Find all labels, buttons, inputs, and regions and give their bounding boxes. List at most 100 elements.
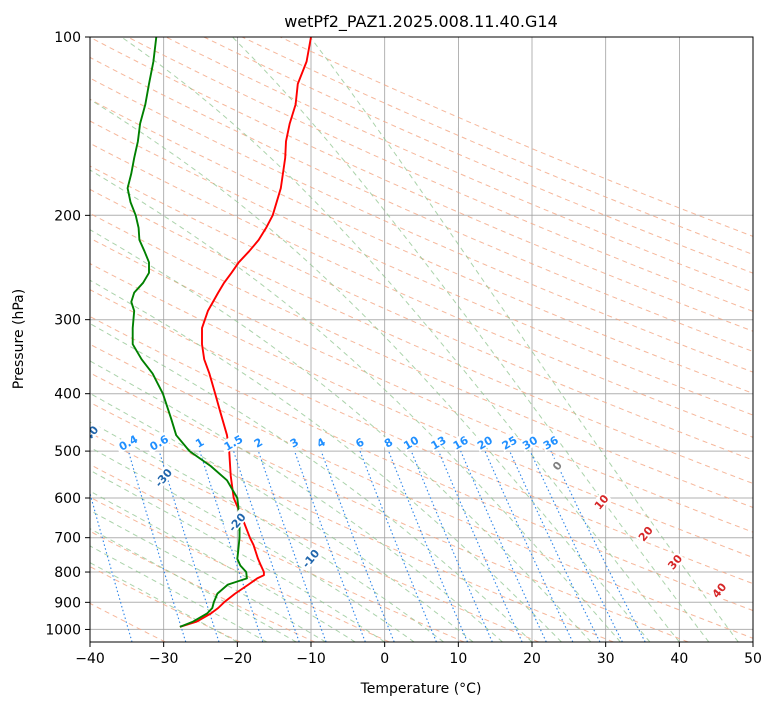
mixing-ratio-label-2-bg	[114, 430, 142, 454]
moist-adiabat-36	[90, 98, 651, 642]
dry-adiabat-310	[90, 372, 689, 642]
moist-adiabat-44	[232, 37, 710, 642]
x-tick-label-8: 40	[670, 651, 688, 667]
dry-adiabat-270	[90, 496, 390, 642]
y-tick-label-2: 300	[54, 313, 81, 329]
mixing-ratio-line-2	[257, 450, 327, 642]
x-tick-label-9: 50	[744, 651, 762, 667]
mixing-ratio-line-30	[529, 450, 623, 642]
y-tick-label-0: 100	[54, 30, 81, 46]
mixing-ratio-label-8-bg	[312, 434, 329, 451]
mixing-ratio-label-11-bg	[400, 432, 422, 452]
dry-adiabat-label-6: -40	[79, 421, 102, 448]
x-tick-label-3: −10	[296, 651, 326, 667]
mixing-ratio-line-1.5	[233, 450, 300, 642]
moist-adiabat-40	[121, 37, 680, 642]
mixing-ratio-label-8: 4	[312, 434, 329, 451]
dry-adiabat-410	[90, 120, 753, 416]
y-axis-label: Pressure (hPa)	[11, 289, 27, 389]
plot-frame	[89, 36, 754, 643]
mixing-ratio-label-16-bg	[518, 432, 541, 452]
mixing-ratio-label-7: 3	[286, 434, 302, 451]
mixing-ratio-label-4-bg	[191, 434, 208, 451]
grid-layer	[90, 37, 753, 642]
moist-adiabat-24	[90, 279, 562, 642]
x-tick-label-6: 20	[523, 651, 541, 667]
dry-adiabat-label-6-text: -40	[79, 423, 102, 447]
moist-adiabat-label-4-bg	[708, 579, 730, 601]
mixing-ratio-line-13	[438, 450, 523, 642]
moist-adiabat-label-0-bg	[548, 457, 565, 474]
dry-adiabat-label-7-bg	[150, 463, 176, 491]
mixing-ratio-label-6-bg	[250, 434, 266, 451]
moist-adiabat-label-3-bg	[664, 550, 685, 573]
dry-adiabat-label-8-bg	[223, 508, 250, 536]
moist-adiabat-0	[90, 469, 385, 642]
dry-adiabat-360	[90, 237, 753, 533]
mixing-ratio-line-6	[359, 450, 437, 642]
x-axis-label: Temperature (°C)	[360, 681, 482, 697]
dewpoint-line	[126, 37, 248, 628]
dry-adiabat-370	[90, 212, 753, 509]
moist-adiabat-48	[309, 37, 739, 642]
mixing-ratio-line-0.6	[158, 450, 220, 642]
moist-adiabat-32	[90, 169, 621, 642]
mixing-ratio-line-10	[410, 450, 493, 642]
mixing-ratio-line-0.4	[127, 450, 187, 642]
mixing-ratio-label-12-bg	[427, 432, 449, 452]
mixing-ratio-label-0: 0.1	[17, 431, 45, 455]
moist-adiabat--4	[90, 490, 356, 642]
mixing-ratio-label-5-bg	[219, 430, 247, 454]
moist-adiabat-28	[90, 229, 592, 642]
mixing-ratio-label-9-bg	[351, 434, 368, 451]
x-tick-label-0: −40	[75, 651, 105, 667]
dry-adiabat-label-9-bg	[297, 544, 323, 572]
y-tick-label-6: 700	[54, 531, 81, 547]
dry-adiabat-330	[90, 315, 753, 612]
mixing-ratio-line-1	[199, 450, 264, 642]
temperature-line	[179, 37, 312, 628]
y-tick-label-1: 200	[54, 208, 81, 224]
mixing-ratio-label-3-bg	[144, 430, 173, 454]
axes-layer: −40 −30 −20 −10 0 10 20 30 40 50 100 200 300 400 500 6 0…	[45, 30, 762, 667]
moist-adiabat-label-0: 0	[548, 457, 565, 474]
dry-adiabats	[90, 37, 753, 642]
dry-adiabat-label-6-bg	[90, 421, 102, 448]
dry-adiabat-350	[90, 263, 753, 559]
y-tick-label-4: 500	[54, 444, 81, 460]
moist-adiabat--16	[90, 545, 268, 642]
mixing-ratio-line-8	[388, 450, 469, 642]
y-tick-label-9: 1000	[45, 622, 81, 638]
dry-adiabat-390	[90, 165, 753, 461]
y-tick-label-3: 400	[54, 387, 81, 403]
dry-adiabat-300	[90, 401, 614, 642]
dry-adiabat-460	[127, 37, 753, 312]
mixing-ratio-line-4	[320, 450, 395, 642]
moist-adiabat-12	[90, 392, 474, 642]
y-tick-label-8: 900	[54, 595, 81, 611]
moist-adiabat-label-2-bg	[634, 522, 656, 545]
profile-series	[126, 37, 312, 628]
x-tick-label-2: −20	[223, 651, 253, 667]
chart-title: wetPf2_PAZ1.2025.008.11.40.G14	[284, 12, 558, 32]
x-tick-label-4: 0	[380, 651, 389, 667]
moist-adiabat-8	[90, 421, 444, 642]
mixing-ratio-line-3	[293, 450, 366, 642]
x-tick-label-1: −30	[149, 651, 179, 667]
dry-adiabat-440	[90, 56, 753, 353]
mixing-ratio-label-9: 6	[351, 434, 368, 451]
mixing-ratio-label-0-bg	[17, 431, 45, 454]
mixing-ratio-label-17-bg	[539, 432, 562, 452]
x-tick-label-5: 10	[449, 651, 467, 667]
moist-adiabats	[90, 37, 739, 642]
mixing-ratio-label-14-bg	[473, 432, 496, 452]
mixing-ratio-label-4: 1	[191, 434, 208, 451]
moist-adiabat-label-1-bg	[590, 490, 612, 513]
mixing-ratio-label-10-bg	[380, 434, 396, 451]
mixing-ratio-label-13-bg	[449, 432, 471, 452]
mixing-ratio-label-15-bg	[498, 432, 520, 452]
x-tick-label-7: 30	[597, 651, 615, 667]
dry-adiabat-430	[90, 77, 753, 373]
mixing-ratio-label-6: 2	[250, 434, 266, 451]
